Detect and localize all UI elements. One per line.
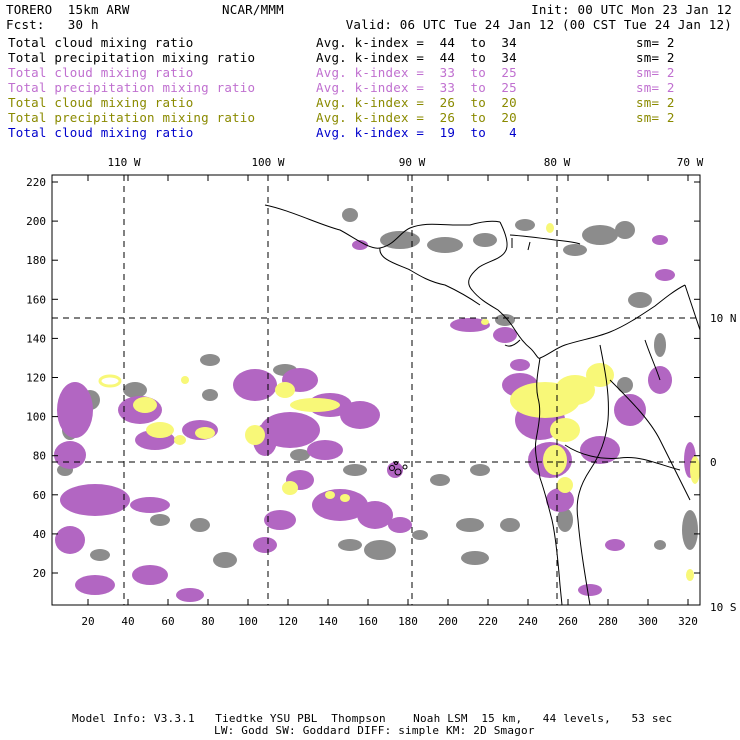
legend-field-4: Total cloud mixing ratio [8, 95, 194, 110]
model-info-line2: LW: Godd SW: Goddard DIFF: simple KM: 2D… [214, 724, 535, 737]
y-label-0: 220 [26, 176, 46, 189]
organization: NCAR/MMM [222, 2, 284, 17]
legend-sm-0: sm= 2 [636, 35, 675, 50]
yellow-mixing-regions [133, 223, 700, 581]
y-label-6: 100 [26, 411, 46, 424]
legend-kindex-3: Avg. k-index = 33 to 25 [316, 80, 517, 95]
legend-kindex-0: Avg. k-index = 44 to 34 [316, 35, 517, 50]
y-label-10: 20 [33, 567, 46, 580]
legend-field-3: Total precipitation mixing ratio [8, 80, 256, 95]
yellow-outline-ring [98, 374, 122, 388]
x-label-13: 280 [598, 615, 618, 628]
legend-kindex-2: Avg. k-index = 33 to 25 [316, 65, 517, 80]
shading-layer [52, 175, 700, 605]
x-label-9: 200 [438, 615, 458, 628]
legend-sm-5: sm= 2 [636, 110, 675, 125]
legend-sm-4: sm= 2 [636, 95, 675, 110]
lon-label-0: 110 W [107, 156, 140, 169]
y-label-8: 60 [33, 489, 46, 502]
legend-kindex-6: Avg. k-index = 19 to 4 [316, 125, 517, 140]
legend-field-0: Total cloud mixing ratio [8, 35, 194, 50]
x-label-3: 80 [201, 615, 214, 628]
valid-time: Valid: 06 UTC Tue 24 Jan 12 (00 CST Tue … [345, 17, 732, 32]
x-label-0: 20 [81, 615, 94, 628]
forecast-hour: Fcst: 30 h [6, 17, 99, 32]
x-label-1: 40 [121, 615, 134, 628]
lon-label-3: 80 W [544, 156, 571, 169]
gray-cloud-regions [57, 208, 698, 568]
legend-kindex-5: Avg. k-index = 26 to 20 [316, 110, 517, 125]
lon-label-4: 70 W [677, 156, 704, 169]
y-label-5: 120 [26, 372, 46, 385]
x-label-11: 240 [518, 615, 538, 628]
legend-field-5: Total precipitation mixing ratio [8, 110, 256, 125]
lat-lon-grid [52, 175, 700, 605]
lat-label-0: 10 N [710, 312, 737, 325]
lat-label-2: 10 S [710, 601, 737, 614]
x-label-2: 60 [161, 615, 174, 628]
x-label-14: 300 [638, 615, 658, 628]
axis-labels: 110 W 100 W 90 W 80 W 70 W 10 N 0 10 S 220 200 180… [26, 156, 736, 628]
legend-field-2: Total cloud mixing ratio [8, 65, 194, 80]
x-label-5: 120 [278, 615, 298, 628]
lon-label-2: 90 W [399, 156, 426, 169]
model-info-line1: Model Info: V3.3.1 Tiedtke YSU PBL Thomp… [72, 712, 673, 725]
legend-sm-1: sm= 2 [636, 50, 675, 65]
lat-label-1: 0 [710, 456, 717, 469]
y-label-2: 180 [26, 254, 46, 267]
plot-frame [51, 174, 701, 606]
legend-kindex-4: Avg. k-index = 26 to 20 [316, 95, 517, 110]
x-label-15: 320 [678, 615, 698, 628]
x-label-7: 160 [358, 615, 378, 628]
legend-sm-2: sm= 2 [636, 65, 675, 80]
legend-field-1: Total precipitation mixing ratio [8, 50, 256, 65]
legend-field-6: Total cloud mixing ratio [8, 125, 194, 140]
legend-sm-3: sm= 2 [636, 80, 675, 95]
y-label-3: 160 [26, 293, 46, 306]
x-label-10: 220 [478, 615, 498, 628]
init-time: Init: 00 UTC Mon 23 Jan 12 [531, 2, 732, 17]
y-label-7: 80 [33, 450, 46, 463]
x-label-6: 140 [318, 615, 338, 628]
y-label-1: 200 [26, 215, 46, 228]
x-label-12: 260 [558, 615, 578, 628]
x-label-4: 100 [238, 615, 258, 628]
model-title: TORERO 15km ARW [6, 2, 130, 17]
x-label-8: 180 [398, 615, 418, 628]
y-label-4: 140 [26, 332, 46, 345]
coastlines [264, 204, 700, 605]
lon-label-1: 100 W [251, 156, 284, 169]
axis-ticks [52, 175, 700, 605]
y-label-9: 40 [33, 528, 46, 541]
legend-kindex-1: Avg. k-index = 44 to 34 [316, 50, 517, 65]
